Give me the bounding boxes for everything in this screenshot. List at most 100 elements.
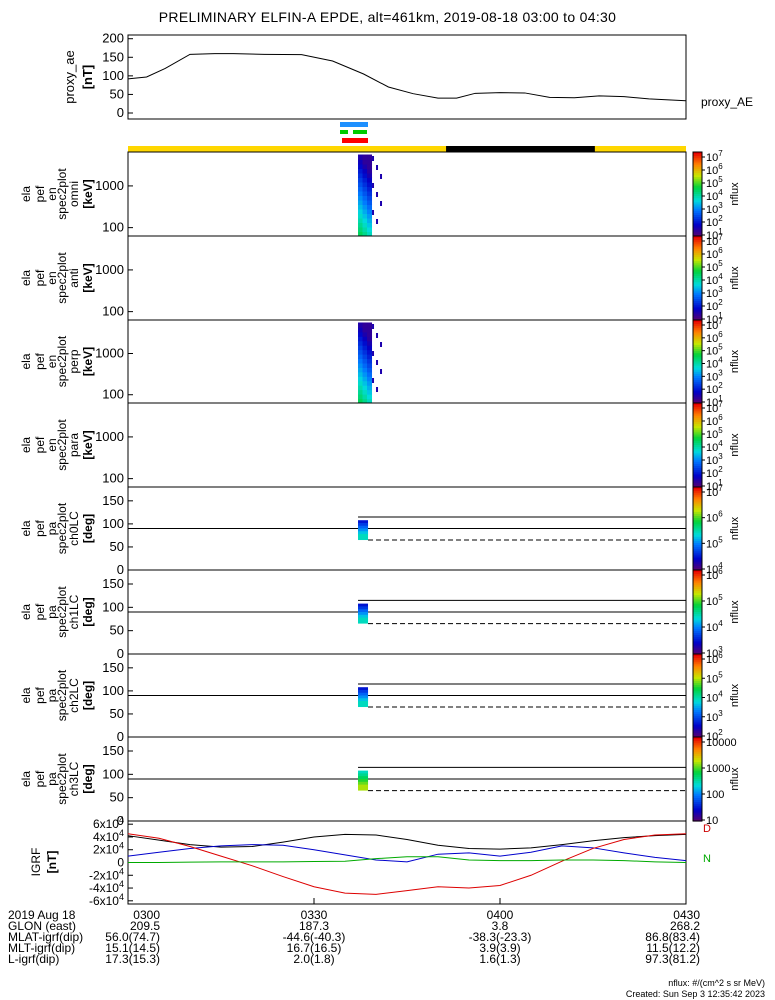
- colorbar-para-cell: [693, 461, 702, 465]
- colorbar-para-cell: [693, 476, 702, 480]
- colorbar-tick-label: 103: [706, 201, 723, 216]
- colorbar-ch2LC-cell: [693, 689, 702, 692]
- orbit-value: 3.9(3.9): [479, 941, 520, 955]
- colorbar-ch0LC-cell: [693, 557, 702, 561]
- colorbar-para-cell: [693, 472, 702, 475]
- colorbar-ch3LC-cell: [693, 776, 702, 780]
- colorbar-para-cell: [693, 424, 702, 427]
- colorbar-para-cell: [693, 432, 702, 436]
- colorbar-anti-cell: [693, 263, 702, 266]
- spectrogram-cell: [358, 534, 369, 541]
- spectrogram-cell: [376, 387, 379, 392]
- spectrogram-cell: [358, 335, 364, 342]
- panel-ch0LC-ytick-label: 150: [102, 493, 124, 508]
- panel-ylabel: [keV]: [81, 179, 95, 208]
- colorbar-anti-cell: [693, 311, 702, 315]
- panel-ylabel: pa: [45, 689, 59, 703]
- spectrogram-cell: [358, 163, 364, 170]
- colorbar-perp-cell: [693, 344, 702, 348]
- footer-units: nflux: #/(cm^2 s sr MeV): [668, 978, 765, 988]
- spectrogram-cell: [372, 183, 375, 188]
- panel-anti-frame: [127, 235, 687, 321]
- colorbar-ch1LC-cell: [693, 601, 702, 605]
- colorbar-ch3LC-cell: [693, 737, 702, 740]
- colorbar-ch1LC-cell: [693, 586, 702, 590]
- colorbar-ch2LC-label: nflux: [729, 683, 741, 707]
- colorbar-ch3LC-cell: [693, 800, 702, 803]
- colorbar-ch3LC-cell: [693, 783, 702, 786]
- colorbar-anti-cell: [693, 284, 702, 287]
- colorbar-ch2LC-cell: [693, 710, 702, 713]
- colorbar-ch2LC-cell: [693, 678, 702, 682]
- colorbar-omni-cell: [693, 181, 702, 185]
- colorbar-para-cell: [693, 459, 702, 463]
- colorbar-ch2LC-cell: [693, 674, 702, 678]
- colorbar-ch2LC-cell: [693, 707, 702, 711]
- colorbar-tick-label: 107: [706, 233, 723, 248]
- colorbar-ch3LC-cell: [693, 785, 702, 788]
- colorbar-ch2LC-cell: [693, 676, 702, 680]
- igrf-ytick-label: 2x104: [93, 841, 124, 857]
- proxy-ae-ylabel-units: [nT]: [80, 65, 95, 90]
- proxy-ae-ytick-label: 50: [110, 86, 124, 101]
- spectrogram-cell: [358, 784, 369, 791]
- colorbar-ch0LC-cell: [693, 499, 702, 503]
- colorbar-ch0LC-cell: [693, 522, 702, 525]
- spectrogram-cell: [362, 221, 368, 228]
- colorbar-perp-cell: [693, 353, 702, 356]
- colorbar-anti-cell: [693, 257, 702, 260]
- colorbar-ch3LC-cell: [693, 766, 702, 770]
- colorbar-para-cell: [693, 417, 702, 421]
- proxy-ae-frame: [127, 34, 687, 120]
- science-zone-bar-blue: [340, 122, 368, 127]
- igrf-ytick-label: -6x104: [89, 892, 124, 908]
- panel-ylabel: ela: [19, 687, 33, 703]
- panel-perp-ytick-label: 1000: [95, 346, 124, 361]
- colorbar-anti-cell: [693, 269, 702, 273]
- spectrogram-cell: [362, 199, 368, 206]
- spectrogram-cell: [367, 322, 373, 328]
- colorbar-tick-label: 10000: [706, 737, 737, 749]
- colorbar-ch0LC-cell: [693, 549, 702, 552]
- colorbar-omni-label: nflux: [729, 182, 741, 206]
- spectrogram-cell: [362, 172, 368, 179]
- colorbar-ch3LC-cell: [693, 814, 702, 818]
- colorbar-omni-cell: [693, 219, 702, 222]
- colorbar-perp-cell: [693, 396, 702, 400]
- colorbar-omni-cell: [693, 198, 702, 201]
- panel-ylabel: pef: [33, 686, 47, 703]
- colorbar-perp-cell: [693, 394, 702, 398]
- colorbar-ch2LC-cell: [693, 720, 702, 724]
- spectrogram-cell: [362, 159, 368, 165]
- colorbar-perp-cell: [693, 390, 702, 394]
- colorbar-para-cell: [693, 442, 702, 446]
- panel-ylabel: [deg]: [81, 597, 95, 626]
- colorbar-perp-cell: [693, 392, 702, 396]
- spectrogram-cell: [362, 384, 368, 391]
- colorbar-anti-cell: [693, 280, 702, 283]
- panel-ylabel: spec2plot: [55, 168, 69, 220]
- colorbar-perp-cell: [693, 340, 702, 344]
- spectrogram-cell: [362, 208, 368, 215]
- colorbar-tick-label: 105: [706, 259, 723, 274]
- spectrogram-cell: [376, 219, 379, 224]
- colorbar-tick-label: 101: [706, 394, 723, 409]
- spectrogram-cell: [372, 351, 375, 356]
- panel-para-ytick-label: 1000: [95, 429, 124, 444]
- colorbar-ch0LC-cell: [693, 551, 702, 554]
- orbit-value: -44.6(-40.3): [283, 930, 346, 944]
- spectrogram-cell: [362, 398, 368, 404]
- spectrogram-cell: [367, 163, 373, 170]
- spectrogram-cell: [358, 326, 364, 333]
- spectrogram-cell: [367, 177, 373, 183]
- colorbar-anti-cell: [693, 288, 702, 292]
- panel-ylabel: ch2LC: [67, 678, 81, 713]
- panel-omni-ytick-label: 1000: [95, 178, 124, 193]
- colorbar-ch1LC-cell: [693, 635, 702, 638]
- spectrogram-cell: [367, 172, 373, 179]
- colorbar-ch2LC-cell: [693, 697, 702, 701]
- colorbar-ch1LC-cell: [693, 588, 702, 592]
- colorbar-ch1LC-cell: [693, 641, 702, 645]
- spectrogram-cell: [376, 165, 379, 170]
- panel-ylabel: ela: [19, 186, 33, 202]
